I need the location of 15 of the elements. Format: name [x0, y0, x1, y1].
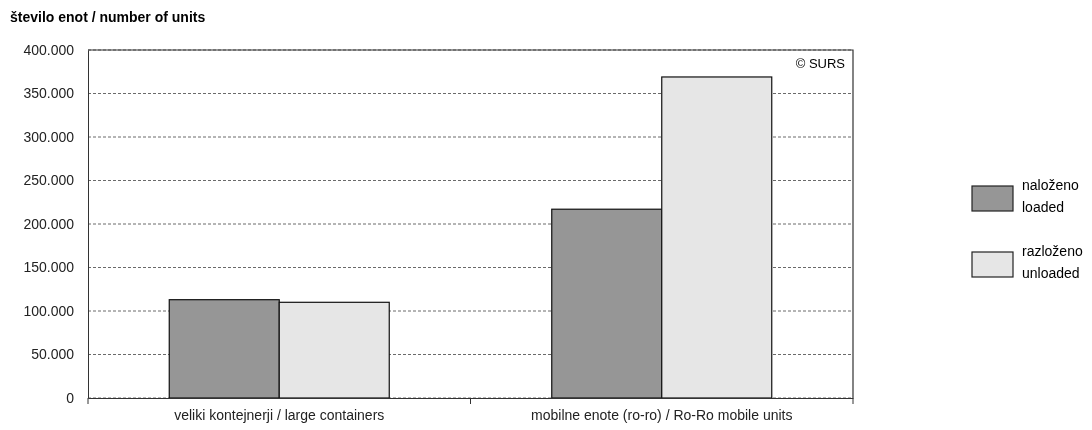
y-tick-label: 100.000: [23, 302, 75, 319]
annotation: © SURS: [795, 56, 846, 71]
x-tick-label: veliki kontejnerji / large containers: [174, 406, 385, 423]
legend-label: razloženo unloaded: [1022, 243, 1083, 281]
y-tick-label: 50.000: [31, 346, 75, 363]
chart-title: število enot / number of units: [10, 9, 206, 25]
legend-label: naloženo loaded: [1022, 177, 1080, 215]
x-tick-label: mobilne enote (ro-ro) / Ro-Ro mobile units: [531, 406, 793, 423]
y-tick-label: 200.000: [23, 215, 75, 232]
y-tick-label: 250.000: [23, 172, 75, 189]
y-tick-label: 350.000: [23, 85, 75, 102]
y-tick-label: 0: [66, 389, 75, 406]
y-tick-label: 400.000: [23, 41, 75, 58]
y-tick-label: 150.000: [23, 259, 75, 276]
y-tick-label: 300.000: [23, 128, 75, 145]
